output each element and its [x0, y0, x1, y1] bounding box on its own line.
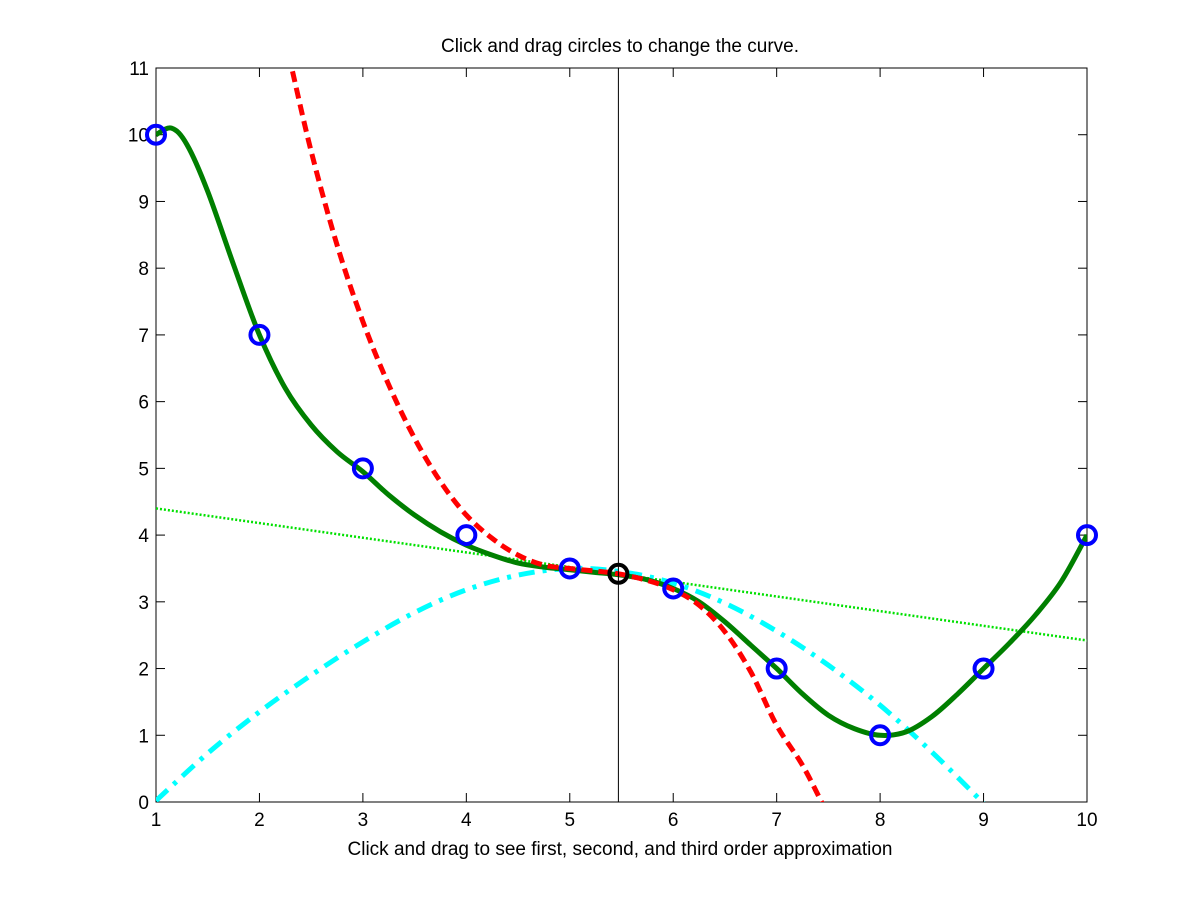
series-third-order-line — [290, 70, 825, 802]
y-tick-label: 8 — [138, 259, 149, 280]
x-tick-label: 2 — [254, 810, 265, 831]
y-tick-label: 4 — [138, 526, 149, 547]
control-point[interactable] — [145, 123, 167, 146]
y-tick-label: 3 — [138, 593, 149, 614]
y-tick-label: 9 — [138, 192, 149, 213]
series-layer — [156, 70, 1087, 802]
x-tick-label: 6 — [668, 810, 679, 831]
control-point[interactable] — [248, 323, 271, 346]
x-tick-label: 7 — [771, 810, 782, 831]
control-point[interactable] — [765, 657, 788, 680]
y-tick-label: 10 — [128, 126, 149, 147]
x-axis-label: Click and drag to see first, second, and… — [348, 839, 893, 860]
x-tick-label: 9 — [978, 810, 989, 831]
control-point[interactable] — [869, 724, 892, 747]
x-tick-label: 1 — [151, 810, 162, 831]
control-point[interactable] — [455, 524, 478, 547]
y-tick-label: 7 — [138, 326, 149, 347]
anchor-point[interactable] — [607, 562, 630, 585]
y-tick-label: 5 — [138, 459, 149, 480]
control-point[interactable] — [972, 657, 995, 680]
chart-title: Click and drag circles to change the cur… — [441, 36, 799, 57]
y-tick-label: 11 — [129, 59, 149, 80]
y-tick-label: 1 — [138, 726, 149, 747]
control-point[interactable] — [558, 557, 581, 580]
x-tick-label: 5 — [564, 810, 575, 831]
x-tick-label: 4 — [461, 810, 472, 831]
control-point[interactable] — [662, 577, 685, 600]
control-point[interactable] — [1076, 524, 1098, 547]
y-tick-label: 0 — [138, 793, 149, 814]
control-point[interactable] — [351, 457, 374, 480]
x-tick-label: 10 — [1076, 810, 1097, 831]
series-first-order-line — [156, 507, 1087, 642]
control-points[interactable] — [145, 123, 1098, 747]
x-tick-label: 3 — [358, 810, 369, 831]
axes-box — [155, 67, 1088, 803]
y-tick-label: 2 — [138, 660, 149, 681]
x-tick-label: 8 — [875, 810, 886, 831]
y-tick-label: 6 — [138, 393, 149, 414]
